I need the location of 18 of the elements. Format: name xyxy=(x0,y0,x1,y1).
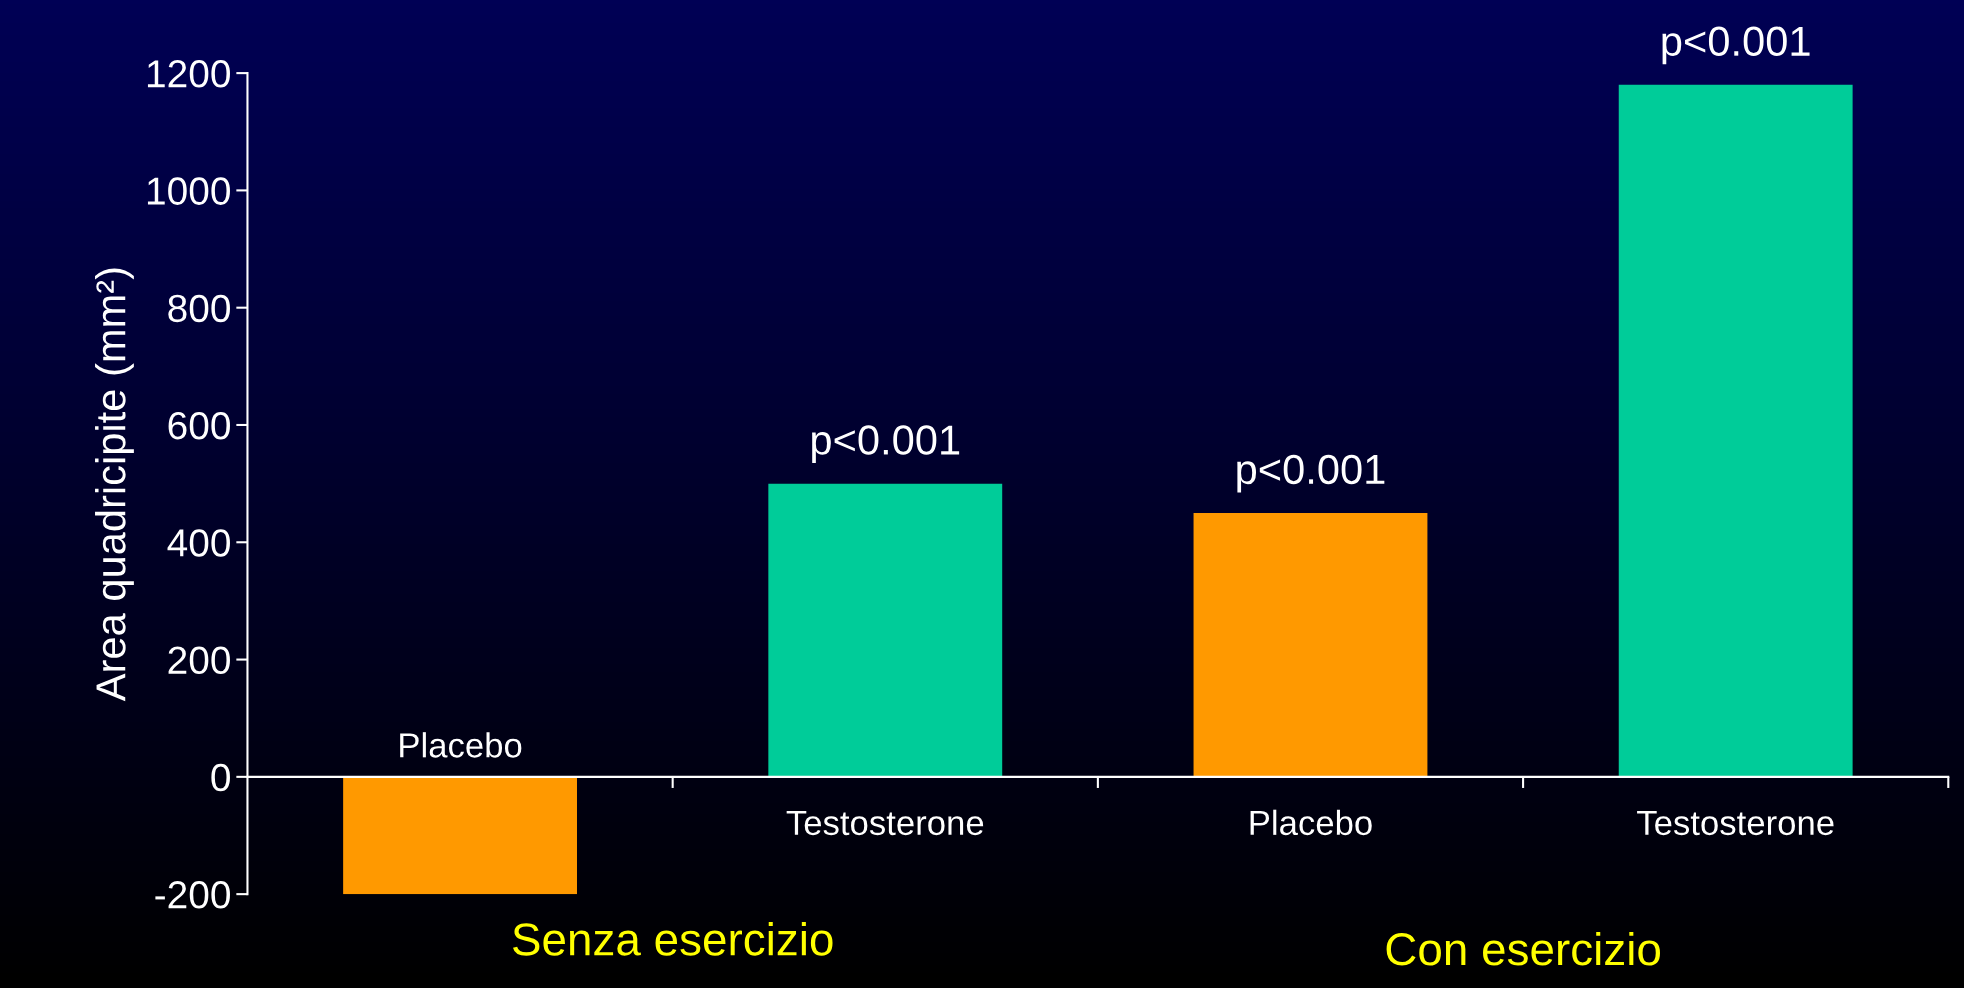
annotation: p<0.001 xyxy=(812,425,960,464)
y-tick-label: 400 xyxy=(167,529,230,557)
y-tick-label: 800 xyxy=(168,294,230,323)
y-tick-label: -200 xyxy=(155,881,230,909)
x-tick-label: Placebo xyxy=(400,732,522,758)
y-tick-label: 0 xyxy=(211,763,230,792)
y-tick-label: 1200 xyxy=(147,60,230,88)
annotation: p<0.001 xyxy=(1237,454,1385,493)
y-tick-label: 1000 xyxy=(147,177,230,205)
y-axis-title: Area quadricipite (mm²) xyxy=(95,268,134,702)
text: Con esercizio xyxy=(1386,931,1660,966)
x-tick-label: Placebo xyxy=(1250,809,1372,836)
x-tick-label: Testosterone xyxy=(786,810,984,836)
text: Senza esercizio xyxy=(512,922,833,956)
x-tick-label: Testosterone xyxy=(1637,810,1834,836)
text: p<0.001 xyxy=(1662,26,1810,65)
y-tick-label: 200 xyxy=(168,646,230,675)
y-tick-label: 600 xyxy=(168,411,230,440)
